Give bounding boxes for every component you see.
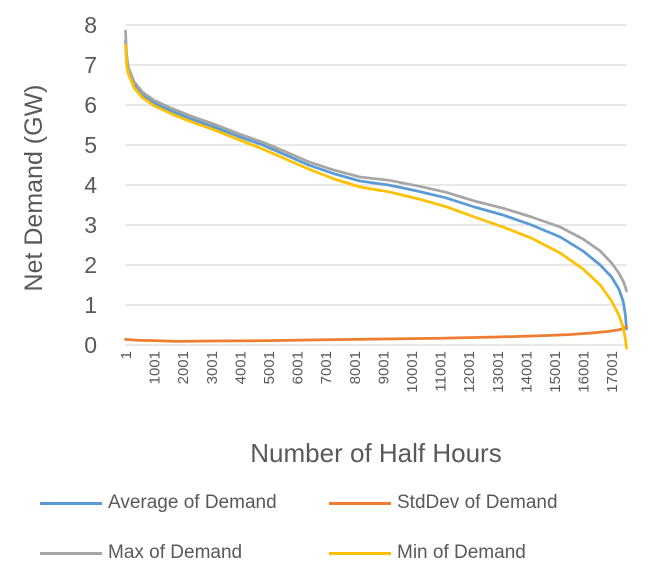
x-tick-label: 14001	[518, 351, 535, 393]
y-tick-label: 7	[84, 52, 97, 78]
series-lines	[124, 29, 628, 350]
y-tick-label: 3	[84, 212, 97, 238]
y-tick-label: 6	[84, 92, 97, 118]
y-tick-label: 2	[84, 252, 97, 278]
legend-line-swatch-yellow	[329, 551, 391, 555]
y-tick-label: 4	[84, 172, 97, 198]
series-line-max-of-demand	[124, 29, 628, 293]
x-tick-label: 9001	[375, 351, 392, 384]
x-tick-label: 4001	[232, 351, 249, 384]
series-line-min-of-demand	[124, 43, 628, 350]
x-tick-label: 12001	[461, 351, 478, 393]
legend-item-min-of-demand[interactable]: Min of Demand	[329, 542, 656, 564]
y-tick-label: 0	[84, 332, 97, 358]
x-tick-label: 7001	[318, 351, 335, 384]
gridlines	[125, 24, 627, 346]
legend-label: StdDev of Demand	[397, 492, 558, 513]
y-tick-label: 1	[84, 292, 97, 318]
series-line-average-of-demand	[124, 39, 628, 331]
y-tick-label: 5	[84, 132, 97, 158]
x-tick-label: 16001	[576, 351, 593, 393]
legend-item-stddev-of-demand[interactable]: StdDev of Demand	[329, 492, 656, 514]
series-line-stddev-of-demand	[124, 325, 628, 343]
x-tick-label: 8001	[347, 351, 364, 384]
x-tick-label: 11001	[433, 351, 450, 392]
x-tick-label: 2001	[175, 351, 192, 384]
y-tick-label: 8	[84, 12, 97, 38]
legend-line-swatch-gray	[40, 551, 102, 555]
x-tick-label: 5001	[261, 351, 278, 384]
x-axis-tick-labels: 1 1001 2001 3001 4001 5001 6001 7001 8001 9001 100…	[118, 351, 621, 393]
x-tick-label: 6001	[290, 351, 307, 384]
x-tick-label: 1	[118, 351, 135, 359]
legend-item-average-of-demand[interactable]: Average of Demand	[40, 492, 329, 514]
y-axis-title: Net Demand (GW)	[20, 85, 48, 292]
legend-label: Min of Demand	[397, 542, 526, 563]
x-tick-label: 17001	[604, 351, 621, 393]
x-tick-label: 13001	[490, 351, 507, 393]
x-tick-label: 3001	[204, 351, 221, 384]
legend: Average of Demand StdDev of Demand Max o…	[0, 478, 656, 578]
legend-label: Max of Demand	[108, 542, 243, 563]
legend-line-swatch-orange	[329, 501, 391, 505]
legend-line-swatch-blue	[40, 501, 102, 505]
x-tick-label: 10001	[404, 351, 421, 393]
y-axis-tick-labels: 0 1 2 3 4 5 6 7 8	[84, 12, 97, 358]
legend-item-max-of-demand[interactable]: Max of Demand	[40, 542, 329, 564]
x-axis-title: Number of Half Hours	[250, 438, 501, 468]
x-tick-label: 15001	[547, 351, 564, 393]
x-tick-label: 1001	[147, 351, 164, 384]
legend-label: Average of Demand	[108, 492, 277, 513]
